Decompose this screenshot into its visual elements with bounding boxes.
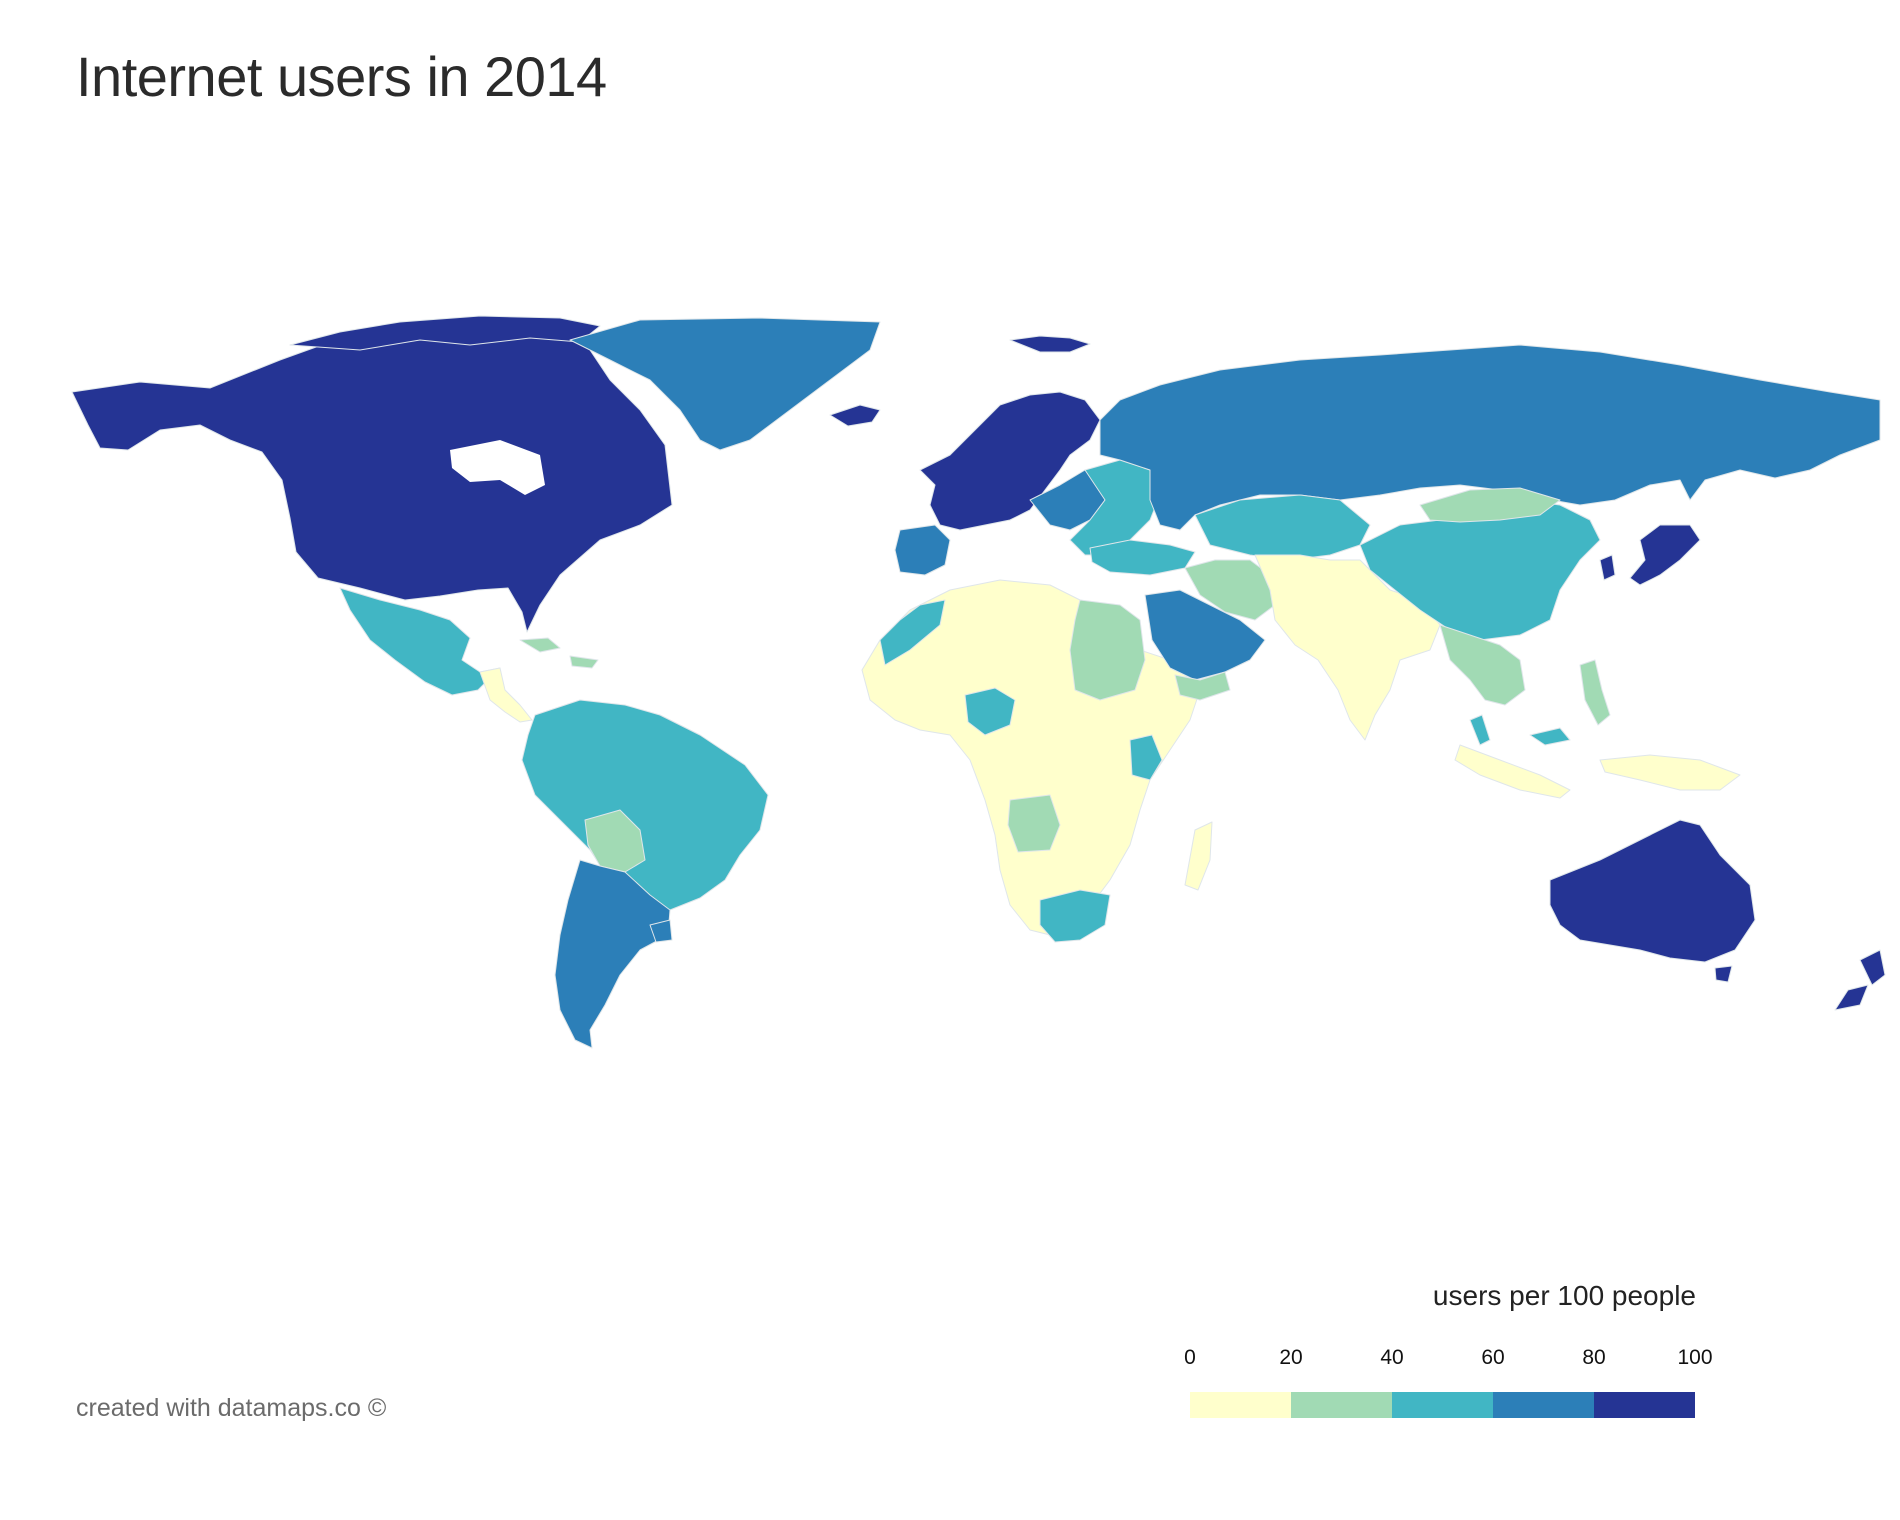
legend: users per 100 people 0 20 40 60 80 100 <box>1184 1272 1730 1422</box>
legend-tick: 0 <box>1184 1346 1196 1369</box>
region-south-asia[interactable] <box>1254 554 1441 741</box>
legend-tick: 80 <box>1582 1346 1606 1369</box>
region-egypt-sudan[interactable] <box>1069 599 1146 701</box>
world-map <box>0 300 1900 1100</box>
region-new-zealand[interactable] <box>1834 949 1886 1011</box>
region-yemen[interactable] <box>1174 671 1231 701</box>
region-mongolia[interactable] <box>1419 487 1561 523</box>
region-western-europe[interactable] <box>919 391 1101 531</box>
legend-tick: 20 <box>1279 1346 1303 1369</box>
legend-title: users per 100 people <box>1432 1280 1696 1311</box>
legend-tick: 40 <box>1380 1346 1404 1369</box>
region-argentina-chile[interactable] <box>554 859 671 1049</box>
region-central-america[interactable] <box>479 667 533 723</box>
region-iceland[interactable] <box>829 404 881 427</box>
region-angola[interactable] <box>1007 794 1061 853</box>
legend-swatch <box>1493 1392 1594 1418</box>
region-madagascar[interactable] <box>1184 821 1213 891</box>
region-tasmania[interactable] <box>1714 965 1733 983</box>
region-southeast-asia[interactable] <box>1439 624 1526 706</box>
region-malaysia[interactable] <box>1469 714 1571 746</box>
region-russia[interactable] <box>1099 344 1881 531</box>
region-canada-usa[interactable] <box>71 317 673 633</box>
region-south-africa[interactable] <box>1039 889 1111 943</box>
region-iberia[interactable] <box>894 524 951 576</box>
region-philippines[interactable] <box>1579 659 1611 726</box>
legend-tick: 100 <box>1677 1346 1713 1369</box>
region-australia[interactable] <box>1549 819 1756 963</box>
legend-color-bar <box>1190 1392 1695 1418</box>
region-nigeria[interactable] <box>964 687 1016 736</box>
legend-swatch <box>1190 1392 1291 1418</box>
region-mexico[interactable] <box>339 587 501 696</box>
map-title: Internet users in 2014 <box>76 45 607 108</box>
region-greenland[interactable] <box>569 317 881 451</box>
region-arabia[interactable] <box>1144 589 1266 681</box>
legend-swatch <box>1594 1392 1695 1418</box>
region-north-africa-west[interactable] <box>879 599 946 666</box>
credit-text: created with datamaps.co © <box>76 1394 387 1422</box>
legend-swatch <box>1291 1392 1392 1418</box>
region-indonesia[interactable] <box>1454 744 1741 799</box>
region-bolivia[interactable] <box>584 809 646 873</box>
region-south-america-north[interactable] <box>521 699 769 931</box>
legend-tick: 60 <box>1481 1346 1505 1369</box>
region-japan-korea[interactable] <box>1599 524 1701 586</box>
region-uruguay[interactable] <box>649 919 673 943</box>
legend-swatch <box>1392 1392 1493 1418</box>
region-caribbean[interactable] <box>519 637 599 669</box>
hudson-bay <box>450 440 545 495</box>
region-svalbard[interactable] <box>1009 335 1091 353</box>
legend-ticks: 0 20 40 60 80 100 <box>1184 1346 1730 1376</box>
region-turkey[interactable] <box>1089 539 1196 576</box>
region-kenya[interactable] <box>1129 734 1163 781</box>
